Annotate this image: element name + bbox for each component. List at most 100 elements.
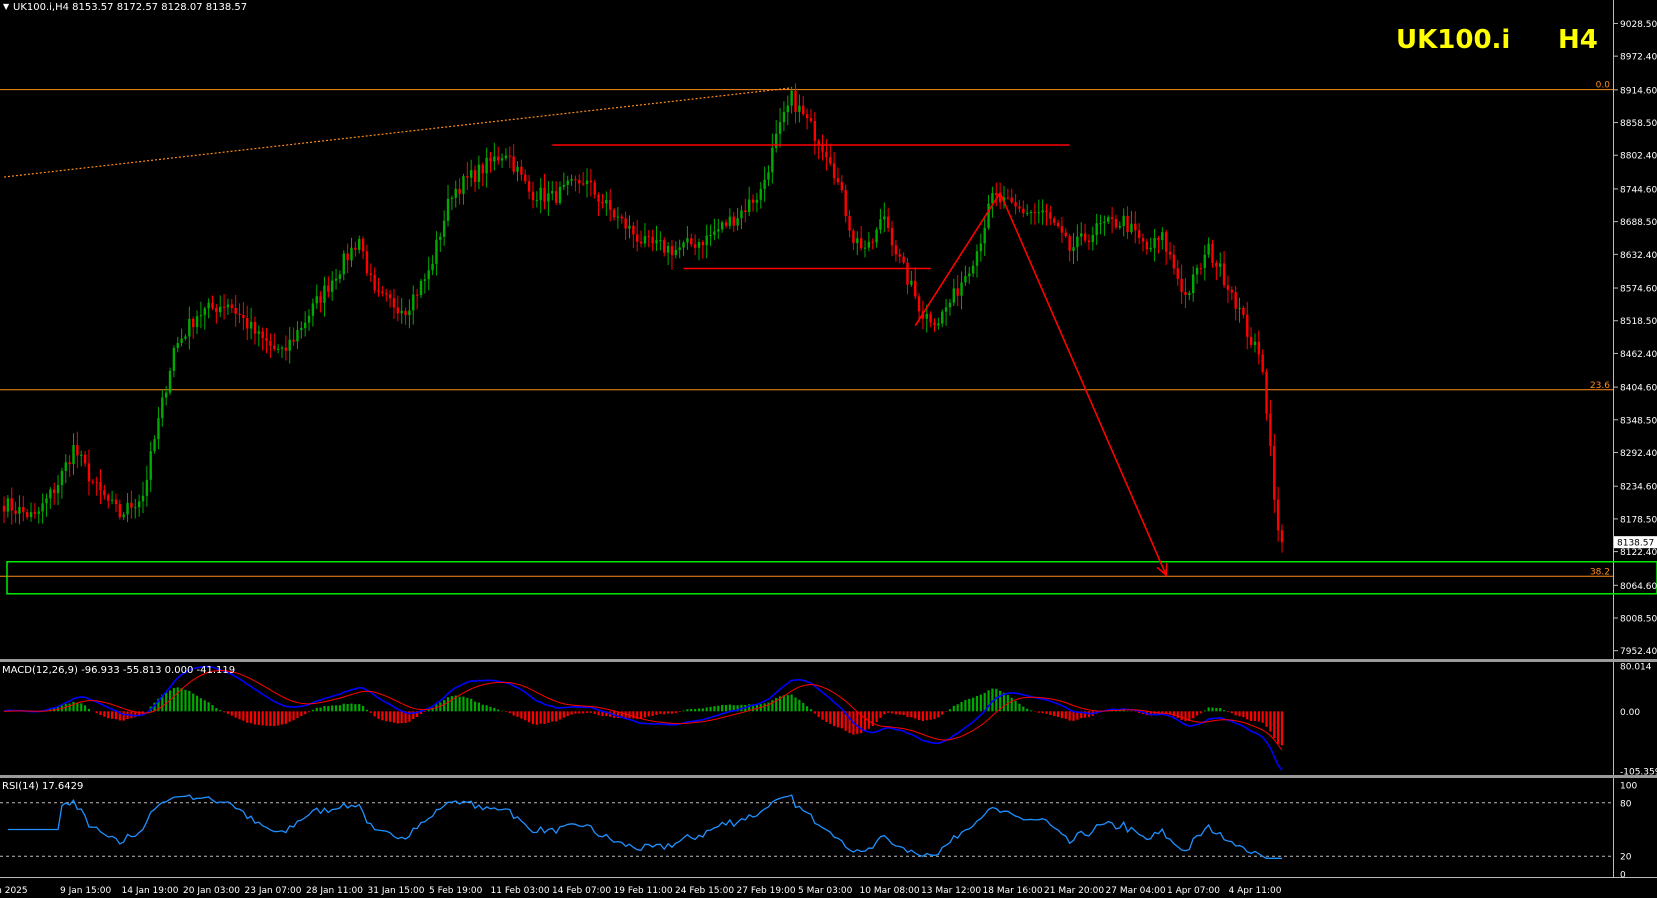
candle-body	[1195, 267, 1199, 275]
candle-body	[802, 105, 805, 115]
candle-body	[446, 198, 450, 221]
time-axis-label: 28 Jan 11:00	[306, 886, 363, 896]
candle-body	[844, 190, 847, 217]
candle-body	[276, 348, 280, 350]
candle-body	[1130, 223, 1133, 233]
candle-body	[134, 507, 137, 509]
time-axis-label: 27 Mar 04:00	[1106, 886, 1166, 896]
rsi-pane[interactable]	[0, 794, 1613, 859]
price-tick-label: 8404.60	[1620, 384, 1657, 394]
candle-body	[396, 307, 400, 314]
candle-body	[798, 105, 801, 112]
candle-body	[547, 193, 550, 202]
candle-body	[110, 499, 114, 501]
candle-body	[701, 242, 705, 246]
candle-body	[906, 262, 909, 285]
rsi-tick-label: 0	[1620, 871, 1626, 881]
candle-body	[1161, 232, 1164, 241]
candle-body	[578, 179, 581, 184]
candle-body	[226, 304, 230, 308]
candle-body	[10, 498, 13, 511]
candle-body	[960, 282, 963, 296]
candle-body	[350, 247, 353, 261]
candle-body	[948, 302, 952, 308]
candle-body	[296, 330, 299, 342]
candle-body	[632, 225, 635, 235]
candle-body	[1110, 217, 1114, 219]
time-axis-label: 9 Jan 15:00	[60, 886, 112, 896]
candle-body	[1222, 263, 1226, 286]
candle-body	[1060, 226, 1064, 233]
candle-body	[172, 347, 176, 371]
candle-body	[894, 245, 898, 255]
time-axis-label: 5 Mar 03:00	[798, 886, 853, 896]
price-tick-label: 8632.40	[1620, 251, 1657, 261]
candle-body	[334, 278, 338, 281]
candle-body	[454, 188, 457, 198]
candle-body	[6, 498, 10, 512]
candle-body	[832, 163, 836, 179]
candle-body	[481, 164, 484, 174]
chart-dropdown-icon[interactable]: ▼	[3, 2, 10, 11]
time-axis-label: 11 Feb 03:00	[491, 886, 550, 896]
candle-body	[354, 247, 357, 250]
candle-body	[1207, 243, 1210, 255]
candle-body	[199, 315, 203, 317]
candle-body	[60, 470, 64, 486]
candle-body	[705, 235, 708, 246]
candle-body	[45, 498, 48, 504]
projection-path	[914, 191, 1167, 576]
candle-body	[265, 338, 268, 341]
candle-body	[740, 210, 743, 219]
candle-body	[856, 238, 859, 244]
candle-body	[211, 302, 214, 308]
candle-body	[307, 315, 311, 323]
candle-body	[933, 322, 936, 326]
price-tick-label: 8292.40	[1620, 449, 1657, 459]
candle-body	[1253, 341, 1257, 345]
candle-body	[1211, 243, 1214, 263]
candle-body	[551, 191, 554, 194]
candle-body	[995, 192, 998, 196]
time-axis-label: Jan 2025	[0, 886, 28, 896]
candle-body	[1276, 499, 1280, 531]
candle-body	[300, 328, 303, 331]
candle-body	[925, 313, 928, 319]
candle-body	[500, 158, 504, 161]
candle-body	[377, 290, 380, 292]
candle-body	[1056, 222, 1060, 227]
price-tick-label: 8914.60	[1620, 86, 1657, 96]
price-tick-label: 8234.60	[1620, 483, 1657, 493]
price-tick-label: 8178.50	[1620, 515, 1657, 525]
candle-body	[37, 511, 40, 514]
candle-body	[497, 156, 500, 161]
candle-body	[690, 238, 693, 245]
candle-body	[987, 203, 990, 229]
candle-body	[636, 234, 639, 242]
candle-body	[1226, 285, 1230, 290]
candle-body	[72, 445, 75, 465]
candle-body	[929, 313, 932, 323]
candle-body	[825, 151, 828, 158]
candle-body	[1033, 212, 1037, 214]
time-axis-label: 23 Jan 07:00	[245, 886, 302, 896]
candle-body	[910, 280, 913, 285]
time-axis-label: 19 Feb 11:00	[614, 886, 673, 896]
candle-body	[998, 195, 1002, 203]
candle-body	[1269, 413, 1272, 447]
macd-pane[interactable]	[3, 665, 1284, 771]
candle-body	[597, 194, 600, 202]
candle-body	[956, 288, 959, 296]
time-axis-label: 13 Mar 12:00	[921, 886, 981, 896]
candle-body	[531, 191, 535, 201]
candle-body	[829, 157, 832, 164]
price-pane[interactable]: 0.0 23.6 38.2	[0, 81, 1657, 595]
candle-body	[180, 338, 183, 344]
candle-body	[744, 210, 747, 213]
candle-body	[775, 133, 778, 148]
candle-body	[964, 276, 967, 283]
candle-body	[794, 90, 797, 112]
candle-body	[724, 222, 728, 226]
price-tick-label: 7952.40	[1620, 647, 1657, 657]
